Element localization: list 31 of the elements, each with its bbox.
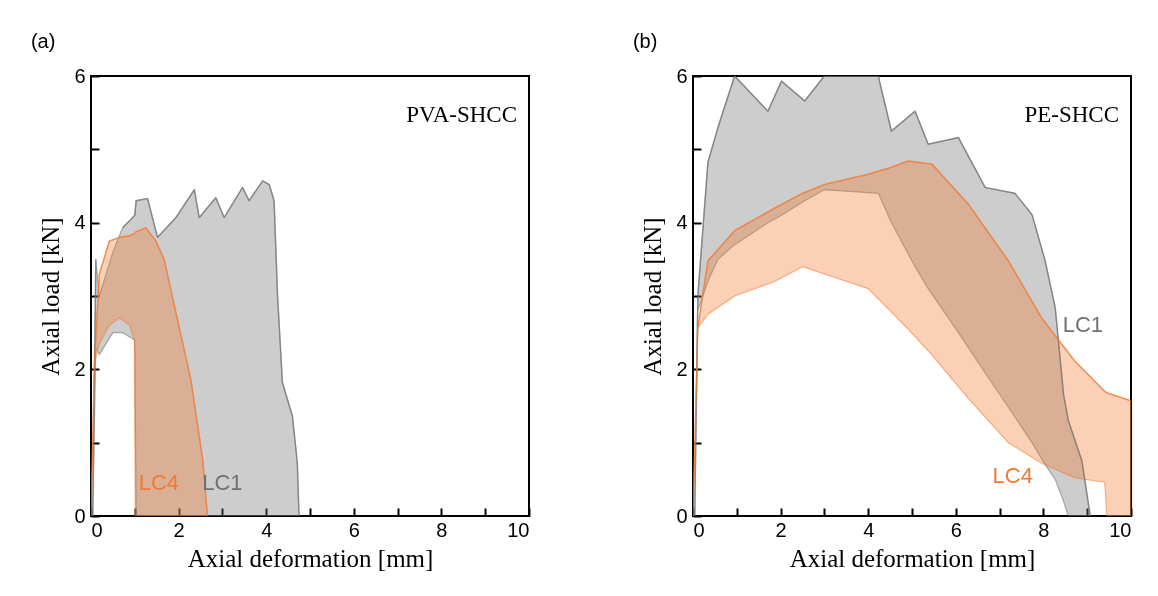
y-tick-label: 0: [676, 504, 688, 527]
y-axis-title: Axial load [kN]: [639, 217, 667, 376]
x-tick-label: 8: [436, 518, 448, 541]
annotation: PVA-SHCC: [406, 102, 517, 127]
x-tick-label: 0: [693, 518, 705, 541]
annotation: PE-SHCC: [1024, 102, 1119, 127]
chart-title: (b): [632, 30, 658, 52]
x-tick-label: 4: [261, 518, 273, 541]
x-tick-label: 10: [507, 518, 530, 541]
x-tick-label: 6: [348, 518, 360, 541]
series-label: LC1: [1062, 312, 1103, 338]
y-tick-label: 4: [74, 211, 86, 234]
x-axis-title: Axial deformation [mm]: [187, 544, 434, 572]
x-tick-label: 2: [173, 518, 185, 541]
y-tick-label: 6: [74, 64, 86, 87]
x-tick-label: 4: [863, 518, 875, 541]
x-tick-label: 6: [950, 518, 962, 541]
chart-title: (a): [30, 30, 56, 52]
x-tick-label: 8: [1038, 518, 1050, 541]
text: LC4: [992, 462, 1033, 488]
y-tick-label: 2: [676, 357, 688, 380]
x-tick-label: 2: [775, 518, 787, 541]
series-label: LC4: [138, 470, 180, 495]
y-tick-label: 0: [74, 504, 86, 527]
y-tick-label: 2: [74, 357, 86, 380]
x-tick-label: 10: [1109, 518, 1132, 541]
y-tick-label: 6: [676, 64, 688, 87]
x-axis-title: Axial deformation [mm]: [789, 544, 1036, 572]
y-tick-label: 4: [676, 211, 688, 234]
x-tick-label: 0: [91, 518, 103, 541]
y-axis-title: Axial load [kN]: [37, 217, 65, 376]
